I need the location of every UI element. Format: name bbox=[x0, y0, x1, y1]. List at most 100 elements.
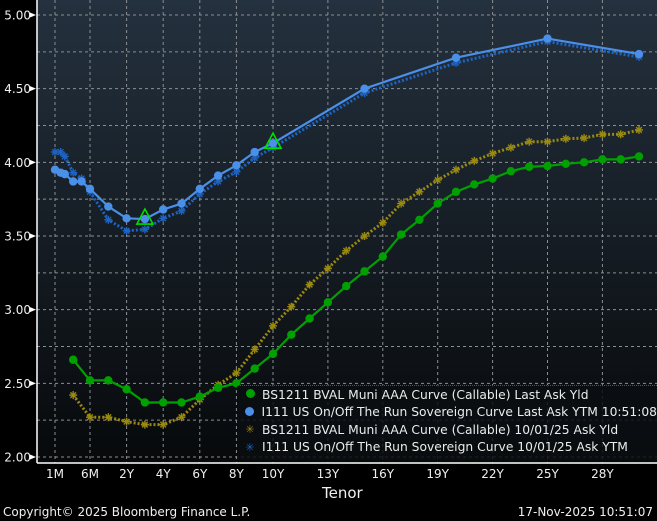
data-point bbox=[451, 53, 461, 62]
data-point bbox=[488, 149, 497, 158]
series-1 bbox=[50, 34, 644, 224]
y-tick-label: 2.50 bbox=[4, 377, 31, 391]
data-point bbox=[543, 161, 552, 171]
data-point bbox=[598, 155, 607, 164]
data-point bbox=[543, 137, 552, 146]
x-tick-label: 19Y bbox=[426, 467, 449, 481]
data-point bbox=[287, 302, 296, 311]
x-tick-label: 28Y bbox=[591, 467, 614, 481]
y-tick-mark bbox=[30, 86, 36, 92]
legend-label: I111 US On/Off The Run Sovereign Curve L… bbox=[261, 405, 657, 420]
y-tick-label: 5.00 bbox=[4, 9, 31, 23]
x-tick-label: 8Y bbox=[229, 467, 245, 481]
data-point bbox=[195, 392, 204, 401]
y-tick-mark bbox=[30, 159, 36, 165]
y-tick-label: 3.00 bbox=[4, 303, 31, 317]
x-tick-label: 13Y bbox=[317, 467, 340, 481]
data-point bbox=[140, 398, 150, 407]
data-point bbox=[634, 49, 644, 59]
y-tick-label: 2.00 bbox=[4, 451, 31, 465]
data-point bbox=[177, 206, 186, 215]
data-point bbox=[122, 385, 131, 394]
blue-circle-icon bbox=[243, 406, 257, 419]
data-point bbox=[140, 214, 150, 224]
data-point bbox=[268, 349, 278, 359]
data-point bbox=[616, 130, 625, 139]
legend-item[interactable]: BS1211 BVAL Muni AAA Curve (Callable) La… bbox=[237, 386, 657, 404]
data-point bbox=[305, 314, 314, 323]
y-tick-mark bbox=[30, 454, 36, 460]
y-tick-label: 4.00 bbox=[4, 156, 31, 170]
data-point bbox=[122, 226, 131, 235]
legend-label: BS1211 BVAL Muni AAA Curve (Callable) 10… bbox=[262, 422, 619, 437]
data-point bbox=[140, 225, 149, 234]
data-point bbox=[396, 230, 406, 239]
data-point bbox=[506, 143, 515, 152]
data-point bbox=[634, 152, 644, 161]
x-tick-label: 1M bbox=[46, 467, 64, 481]
x-tick-label: 25Y bbox=[536, 467, 559, 481]
data-point bbox=[415, 215, 424, 224]
y-tick-mark bbox=[30, 233, 36, 239]
chart-legend: BS1211 BVAL Muni AAA Curve (Callable) La… bbox=[237, 385, 657, 460]
data-point bbox=[635, 125, 643, 134]
data-point bbox=[104, 202, 113, 211]
data-point bbox=[104, 413, 113, 422]
data-point bbox=[69, 355, 78, 364]
data-point bbox=[433, 199, 442, 208]
data-point bbox=[232, 369, 241, 378]
data-point bbox=[433, 176, 442, 185]
legend-label: BS1211 BVAL Muni AAA Curve (Callable) La… bbox=[262, 387, 589, 402]
y-tick-mark bbox=[30, 12, 36, 18]
timestamp: 17-Nov-2025 10:51:07 bbox=[517, 505, 653, 519]
series-2 bbox=[69, 125, 643, 429]
copyright: Copyright© 2025 Bloomberg Finance L.P. bbox=[3, 505, 251, 519]
x-tick-label: 22Y bbox=[481, 467, 504, 481]
series-line bbox=[72, 128, 640, 427]
data-point bbox=[122, 417, 131, 426]
data-point bbox=[378, 218, 387, 227]
data-point bbox=[213, 383, 223, 392]
data-point bbox=[470, 156, 479, 165]
y-tick-label: 3.50 bbox=[4, 230, 31, 244]
gold-asterisk-icon: ✳ bbox=[245, 423, 255, 437]
data-point bbox=[122, 214, 131, 223]
data-point bbox=[85, 184, 95, 194]
data-point bbox=[323, 298, 333, 307]
data-point bbox=[232, 161, 241, 170]
data-point bbox=[213, 171, 223, 180]
data-point bbox=[360, 267, 369, 276]
data-point bbox=[360, 84, 369, 93]
data-point bbox=[269, 321, 277, 330]
data-point bbox=[525, 162, 534, 171]
x-tick-label: 2Y bbox=[119, 467, 135, 481]
y-tick-mark bbox=[30, 380, 36, 386]
data-point bbox=[140, 420, 149, 429]
data-point bbox=[506, 166, 516, 176]
legend-item[interactable]: I111 US On/Off The Run Sovereign Curve L… bbox=[237, 404, 657, 422]
data-point bbox=[579, 158, 589, 167]
data-point bbox=[488, 174, 497, 183]
data-point bbox=[598, 130, 607, 139]
x-tick-label: 6Y bbox=[192, 467, 208, 481]
data-point bbox=[543, 34, 552, 43]
data-point bbox=[452, 165, 460, 174]
legend-item[interactable]: ✳ BS1211 BVAL Muni AAA Curve (Callable) … bbox=[237, 421, 657, 439]
data-point bbox=[77, 177, 86, 186]
data-point bbox=[378, 252, 387, 261]
data-point bbox=[69, 177, 78, 186]
x-axis-title: Tenor bbox=[322, 484, 363, 502]
data-point bbox=[250, 345, 259, 354]
data-point bbox=[85, 376, 95, 385]
y-tick-mark bbox=[30, 307, 36, 313]
data-point bbox=[159, 214, 168, 223]
data-point bbox=[60, 169, 69, 179]
data-point bbox=[616, 155, 625, 164]
legend-item[interactable]: ✳ I111 US On/Off The Run Sovereign Curve… bbox=[237, 439, 657, 457]
data-point bbox=[69, 168, 78, 177]
x-tick-label: 10Y bbox=[262, 467, 285, 481]
triangle-marker bbox=[135, 207, 155, 225]
data-point bbox=[561, 134, 570, 143]
data-point bbox=[323, 264, 332, 273]
y-tick-label: 4.50 bbox=[4, 82, 31, 96]
